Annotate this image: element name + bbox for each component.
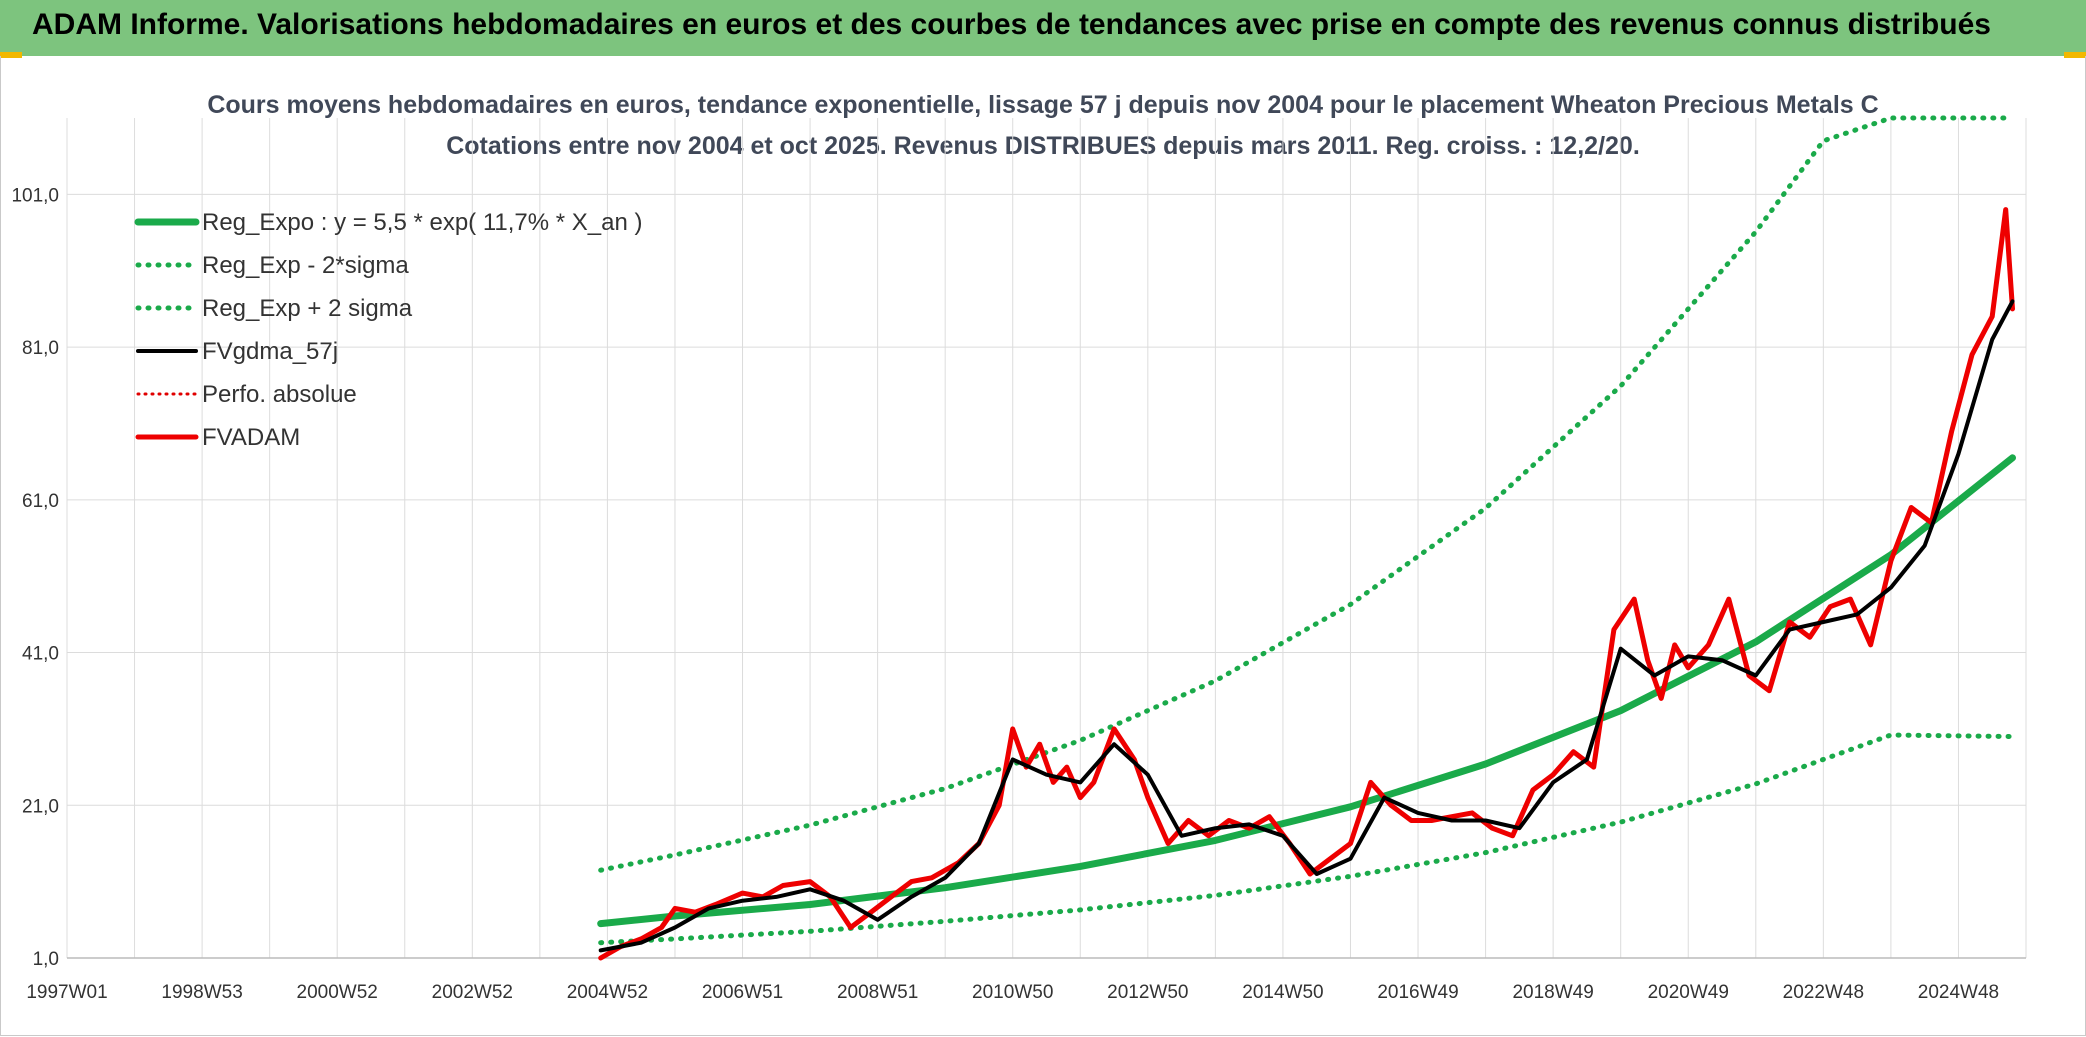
x-tick-label: 2012W50 [1107, 982, 1188, 1003]
series-line-2 [598, 115, 2015, 873]
series-line-0 [597, 454, 2016, 928]
header-corner-left [0, 52, 22, 58]
y-tick-label: 21,0 [22, 796, 59, 817]
report-title: ADAM Informe. Valorisations hebdomadaire… [32, 8, 1991, 41]
legend-label-1: Reg_Exp - 2*sigma [202, 252, 409, 279]
legend-label-2: Reg_Exp + 2 sigma [202, 295, 413, 322]
series-layer [597, 115, 2016, 961]
report-header: ADAM Informe. Valorisations hebdomadaire… [0, 0, 2086, 56]
x-tick-label: 2008W51 [837, 982, 918, 1003]
x-tick-label: 2004W52 [567, 982, 648, 1003]
legend-label-5: FVADAM [202, 424, 300, 451]
y-tick-label: 61,0 [22, 491, 59, 512]
y-tick-label: 101,0 [11, 185, 59, 206]
x-tick-label: 2014W50 [1242, 982, 1323, 1003]
series-line-1 [598, 732, 2015, 946]
x-tick-label: 1997W01 [26, 982, 107, 1003]
grid-layer [66, 118, 2027, 959]
chart-title-line-1: Cours moyens hebdomadaires en euros, ten… [207, 91, 1878, 119]
x-tick-label: 2018W49 [1512, 982, 1593, 1003]
legend-label-4: Perfo. absolue [202, 381, 357, 408]
series-line-5 [598, 207, 2015, 961]
y-tick-label: 81,0 [22, 338, 59, 359]
x-tick-label: 2002W52 [432, 982, 513, 1003]
chart-title-line-2: Cotations entre nov 2004 et oct 2025. Re… [446, 132, 1640, 160]
x-tick-label: 2016W49 [1377, 982, 1458, 1003]
x-tick-label: 2020W49 [1648, 982, 1729, 1003]
x-tick-label: 1998W53 [161, 982, 242, 1003]
legend: Reg_Expo : y = 5,5 * exp( 11,7% * X_an )… [134, 209, 642, 451]
x-tick-label: 2006W51 [702, 982, 783, 1003]
series-line-3 [598, 299, 2015, 953]
x-tick-label: 2010W50 [972, 982, 1053, 1003]
x-tick-label: 2022W48 [1783, 982, 1864, 1003]
legend-label-0: Reg_Expo : y = 5,5 * exp( 11,7% * X_an ) [202, 209, 642, 236]
x-tick-label: 2000W52 [297, 982, 378, 1003]
header-corner-right [2064, 52, 2086, 58]
legend-label-3: FVgdma_57j [202, 338, 338, 365]
y-tick-label: 41,0 [22, 644, 59, 665]
y-tick-label: 1,0 [33, 949, 59, 970]
x-tick-label: 2024W48 [1918, 982, 1999, 1003]
ticks-layer: 1,0 21,0 41,0 61,0 81,0 101,0 1997W01 1998W53 20… [11, 185, 1999, 1003]
